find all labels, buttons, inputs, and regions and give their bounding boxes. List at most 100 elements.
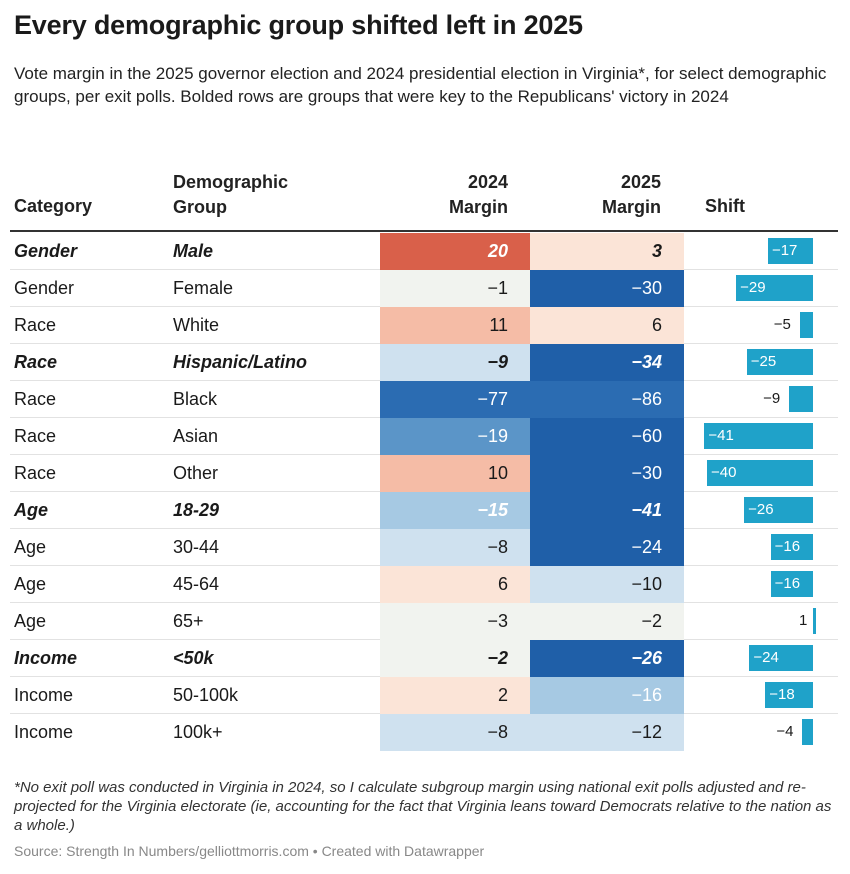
margin-2024-value: 6 [497,574,508,594]
category-cell: Gender [14,241,78,261]
category-cell: Race [14,463,57,483]
header-group-line1: Demographic [173,172,289,192]
header-2025-line1: 2025 [620,172,661,192]
margin-2024-cell: 2 [380,677,530,714]
margin-2024-value: −8 [487,537,508,557]
table-row: Income 50-100k 2 −16 −18 [0,677,850,714]
margin-2024-value: −2 [487,648,508,668]
row-divider [10,639,380,640]
table-row: Age 65+ −3 −2 1 [0,603,850,640]
group-cell: Male [173,241,214,261]
category-cell: Age [14,537,47,557]
group-cell: 18-29 [173,500,220,520]
table-row: Race Black −77 −86 −9 [0,381,850,418]
margin-2025-value: 6 [651,315,662,335]
shift-label: −16 [774,575,801,592]
margin-2024-value: −8 [487,722,508,742]
category-cell: Race [14,389,57,409]
shift-label: −18 [769,686,795,703]
shift-bar [749,645,813,671]
header-2024-line2: Margin [448,197,508,217]
margin-2025-value: −34 [631,352,662,372]
margin-2025-value: −24 [631,537,662,557]
margin-2024-value: 10 [487,463,508,483]
category-cell: Race [14,352,58,372]
margin-2025-cell: −30 [530,455,684,492]
shift-bar [746,349,813,375]
shift-bar [799,312,813,338]
row-divider [10,417,380,418]
shift-bar [789,386,813,412]
shift-label: −24 [753,649,779,666]
row-divider [684,565,838,566]
row-divider [10,269,380,270]
shift-label: −17 [771,242,798,259]
margin-2025-value: −2 [641,611,662,631]
margin-2024-value: −1 [487,278,508,298]
row-divider [684,602,838,603]
shift-label: −4 [776,723,794,740]
table-row: Income 100k+ −8 −12 −4 [0,714,850,751]
margin-2024-value: 20 [487,241,508,261]
table-row: Age 45-64 6 −10 −16 [0,566,850,603]
row-divider [684,713,838,714]
margin-2025-value: −16 [631,685,662,705]
margin-2024-cell: −77 [380,381,530,418]
table-row: Race Other 10 −30 −40 [0,455,850,492]
margin-2024-value: 11 [489,315,508,335]
shift-bar [744,497,813,523]
row-divider [684,306,838,307]
shift-label: −41 [708,427,734,444]
margin-2024-cell: 20 [380,233,530,270]
row-divider [10,380,380,381]
chart-title: Every demographic group shifted left in … [14,10,583,40]
margin-2025-value: −12 [631,722,662,742]
group-cell: Asian [173,426,219,446]
category-cell: Income [14,685,74,705]
margin-2025-value: −30 [631,278,662,298]
header-shift: Shift [705,196,745,216]
row-divider [10,491,380,492]
row-divider [10,565,380,566]
margin-2025-cell: −86 [530,381,684,418]
shift-bar [704,423,813,449]
shift-label: −16 [774,538,801,555]
group-cell: 45-64 [173,574,220,594]
margin-2025-cell: −12 [530,714,684,751]
row-divider [10,343,380,344]
margin-2024-cell: −9 [380,344,530,381]
margin-2025-value: −30 [631,463,662,483]
margin-2024-cell: 10 [380,455,530,492]
group-cell: <50k [173,648,214,668]
row-divider [10,676,380,677]
header-2024-margin: 2024 Margin [380,170,508,220]
margin-2024-cell: −3 [380,603,530,640]
header-2025-line2: Margin [601,197,661,217]
shift-bar [767,238,813,264]
margin-2025-cell: −2 [530,603,684,640]
header-category: Category [14,196,93,216]
margin-2025-cell: −34 [530,344,684,381]
row-divider [10,713,380,714]
margin-2025-value: −26 [631,648,662,668]
row-divider [684,380,838,381]
margin-2025-cell: −26 [530,640,684,677]
category-cell: Age [14,611,47,631]
margin-2025-value: −60 [631,426,662,446]
margin-2024-value: −19 [477,426,508,446]
table-row: Race Asian −19 −60 −41 [0,418,850,455]
table-row: Age 18-29 −15 −41 −26 [0,492,850,529]
margin-2024-value: −3 [487,611,508,631]
margin-2024-value: 2 [497,685,508,705]
row-divider [684,343,838,344]
margin-2024-value: −77 [477,389,508,409]
header-2024-line1: 2024 [467,172,508,192]
category-cell: Age [14,574,47,594]
row-divider [684,639,838,640]
category-cell: Age [14,500,49,520]
shift-bar [765,682,813,708]
shift-bar [707,460,813,486]
shift-bar [813,608,816,634]
table-row: Race White 11 6 −5 [0,307,850,344]
row-divider [684,491,838,492]
